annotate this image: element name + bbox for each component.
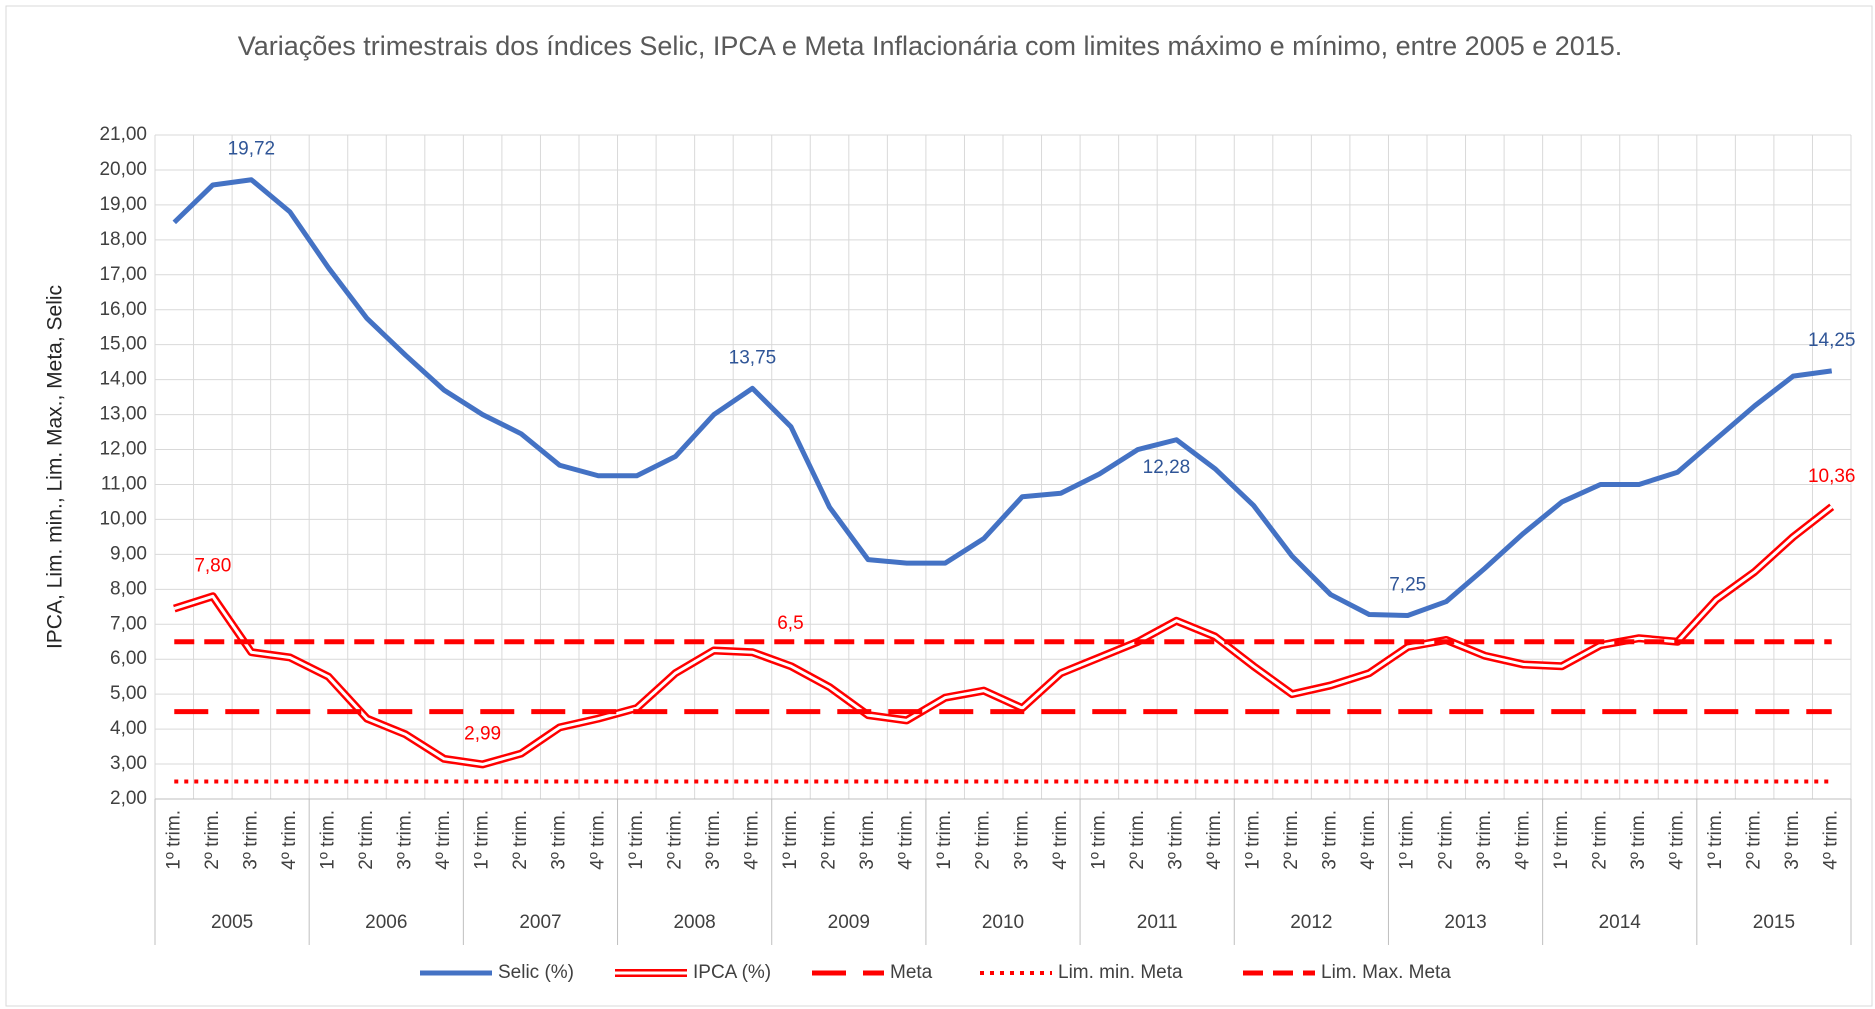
- y-tick-label: 13,00: [99, 404, 147, 425]
- x-tick-label: 1º trim.: [1705, 810, 1726, 870]
- y-tick-label: 9,00: [110, 543, 147, 564]
- group-label: 2005: [211, 912, 253, 933]
- y-tick-label: 7,00: [110, 613, 147, 634]
- x-tick-label: 1º trim.: [1243, 810, 1264, 870]
- y-tick-label: 2,00: [110, 788, 147, 809]
- group-label: 2012: [1290, 912, 1332, 933]
- legend-label: Meta: [890, 962, 933, 983]
- group-label: 2014: [1599, 912, 1642, 933]
- y-tick-label: 4,00: [110, 718, 147, 739]
- legend-label: IPCA (%): [693, 962, 771, 983]
- legend-label: Selic (%): [498, 962, 574, 983]
- x-tick-label: 4º trim.: [1050, 810, 1071, 870]
- x-tick-label: 4º trim.: [741, 810, 762, 870]
- x-tick-label: 2º trim.: [510, 810, 531, 870]
- y-tick-label: 12,00: [99, 439, 147, 460]
- x-tick-label: 3º trim.: [1320, 810, 1341, 870]
- x-tick-label: 2º trim.: [1435, 810, 1456, 870]
- x-tick-label: 3º trim.: [395, 810, 416, 870]
- legend-label: Lim. min. Meta: [1058, 962, 1183, 983]
- y-tick-label: 19,00: [99, 194, 147, 215]
- x-tick-label: 2º trim.: [1127, 810, 1148, 870]
- data-label: 7,25: [1389, 575, 1426, 596]
- x-tick-label: 3º trim.: [1782, 810, 1803, 870]
- y-tick-label: 6,00: [110, 648, 147, 669]
- group-label: 2007: [519, 912, 561, 933]
- x-tick-label: 4º trim.: [587, 810, 608, 870]
- series-line-inner: [173, 505, 1833, 766]
- x-tick-label: 2º trim.: [819, 810, 840, 870]
- x-tick-label: 4º trim.: [279, 810, 300, 870]
- x-tick-label: 3º trim.: [1474, 810, 1495, 870]
- y-tick-label: 5,00: [110, 683, 147, 704]
- x-tick-label: 3º trim.: [1628, 810, 1649, 870]
- x-tick-label: 2º trim.: [1744, 810, 1765, 870]
- chart-title: Variações trimestrais dos índices Selic,…: [237, 31, 1623, 61]
- x-tick-label: 2º trim.: [1281, 810, 1302, 870]
- x-tick-label: 2º trim.: [1589, 810, 1610, 870]
- group-label: 2008: [673, 912, 715, 933]
- group-label: 2015: [1753, 912, 1795, 933]
- x-tick-label: 3º trim.: [240, 810, 261, 870]
- data-label: 10,36: [1808, 466, 1856, 487]
- group-label: 2011: [1137, 912, 1178, 933]
- x-tick-label: 2º trim.: [202, 810, 223, 870]
- y-tick-label: 18,00: [99, 229, 147, 250]
- x-tick-label: 4º trim.: [1204, 810, 1225, 870]
- x-tick-label: 1º trim.: [163, 810, 184, 870]
- x-tick-label: 2º trim.: [356, 810, 377, 870]
- x-tick-label: 4º trim.: [1667, 810, 1688, 870]
- data-label: 19,72: [228, 139, 276, 160]
- y-tick-label: 20,00: [99, 159, 147, 180]
- x-tick-label: 3º trim.: [1011, 810, 1032, 870]
- y-tick-label: 15,00: [99, 334, 147, 355]
- x-tick-label: 4º trim.: [1821, 810, 1842, 870]
- x-tick-label: 3º trim.: [1165, 810, 1186, 870]
- x-tick-label: 3º trim.: [549, 810, 570, 870]
- x-tick-label: 1º trim.: [780, 810, 801, 870]
- y-tick-label: 10,00: [99, 508, 147, 529]
- x-tick-label: 4º trim.: [1512, 810, 1533, 870]
- y-tick-label: 17,00: [99, 264, 147, 285]
- series-line: [172, 177, 1833, 619]
- group-label: 2010: [982, 912, 1024, 933]
- y-tick-label: 14,00: [99, 369, 147, 390]
- x-tick-label: 3º trim.: [857, 810, 878, 870]
- data-label: 6,5: [777, 613, 803, 634]
- data-label: 7,80: [194, 555, 231, 576]
- data-label: 13,75: [729, 347, 777, 368]
- x-tick-label: 2º trim.: [664, 810, 685, 870]
- x-tick-label: 1º trim.: [1551, 810, 1572, 870]
- x-tick-label: 1º trim.: [1397, 810, 1418, 870]
- y-tick-label: 21,00: [99, 124, 147, 145]
- group-label: 2009: [828, 912, 870, 933]
- data-label: 14,25: [1808, 330, 1856, 351]
- chart-border: [5, 5, 1873, 1007]
- x-tick-label: 1º trim.: [472, 810, 493, 870]
- y-tick-label: 3,00: [110, 753, 147, 774]
- y-axis-title: IPCA, Lim. min., Lim. Max., Meta, Selic: [44, 285, 67, 649]
- data-label: 12,28: [1143, 457, 1191, 478]
- x-tick-label: 2º trim.: [973, 810, 994, 870]
- x-tick-label: 4º trim.: [433, 810, 454, 870]
- legend-label: Lim. Max. Meta: [1321, 962, 1451, 983]
- x-tick-label: 1º trim.: [317, 810, 338, 870]
- x-tick-label: 1º trim.: [934, 810, 955, 870]
- x-tick-label: 1º trim.: [626, 810, 647, 870]
- x-tick-label: 4º trim.: [1358, 810, 1379, 870]
- x-tick-label: 3º trim.: [703, 810, 724, 870]
- group-label: 2006: [365, 912, 407, 933]
- y-tick-label: 11,00: [101, 473, 147, 494]
- y-tick-label: 8,00: [110, 578, 147, 599]
- x-tick-label: 4º trim.: [896, 810, 917, 870]
- y-tick-label: 16,00: [99, 299, 147, 320]
- data-label: 2,99: [464, 723, 501, 744]
- group-label: 2013: [1444, 912, 1486, 933]
- x-tick-label: 1º trim.: [1088, 810, 1109, 870]
